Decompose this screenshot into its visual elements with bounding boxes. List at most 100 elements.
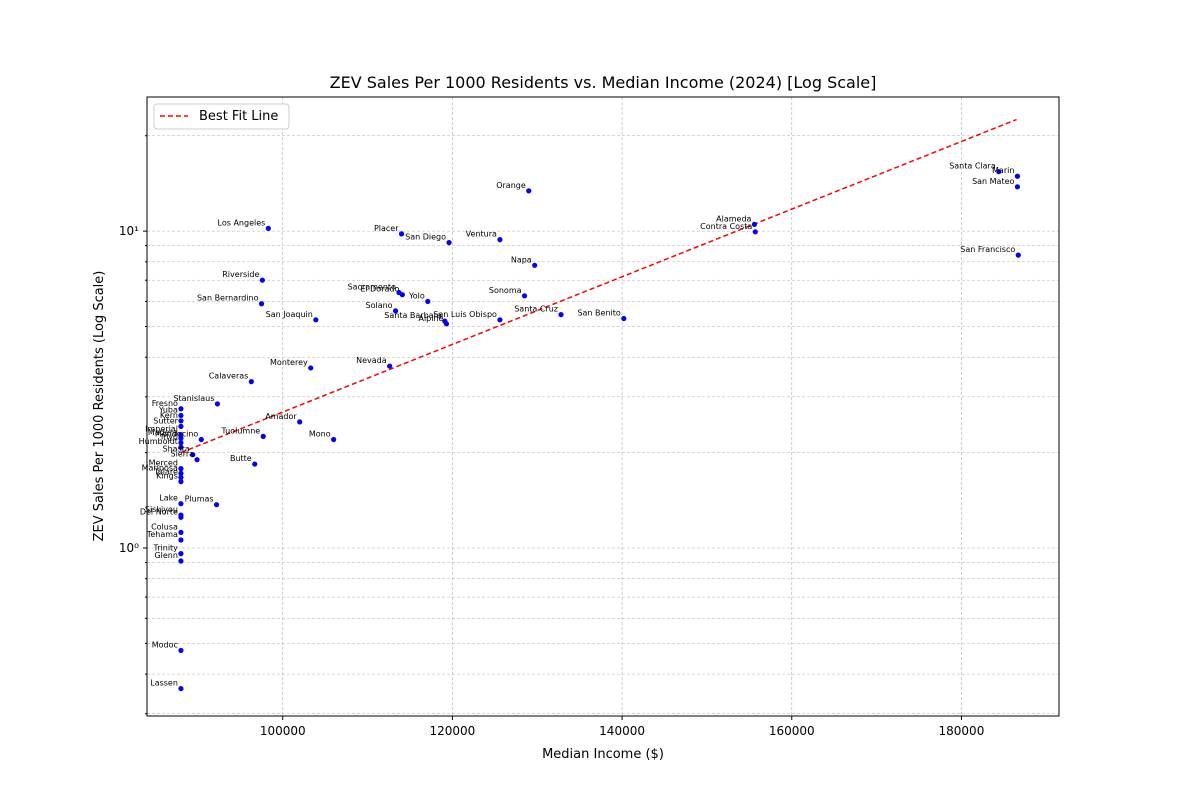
- point-madera: [178, 435, 184, 441]
- point-mendocino: [198, 436, 204, 443]
- point-solano: [392, 308, 399, 314]
- axis-ticks: 100000 120000 140000 160000 180000 10⁰ 10¹: [119, 135, 985, 738]
- point-label-tehama: Tehama: [146, 530, 178, 539]
- point-del-norte: [178, 514, 184, 520]
- best-fit-line: [180, 118, 1017, 454]
- point-label-madera: Madera: [148, 428, 178, 437]
- point-label-tuolumne: Tuolumne: [221, 426, 261, 435]
- legend: Best Fit Line: [153, 103, 290, 130]
- point-kern: [178, 418, 184, 424]
- point-label-solano: Solano: [366, 301, 393, 310]
- point-label-los-angeles: Los Angeles: [218, 218, 266, 227]
- plot-frame: [146, 96, 1060, 717]
- point-label-placer: Placer: [374, 224, 399, 233]
- point-label-mono: Mono: [309, 429, 331, 438]
- y-tick-label: 10¹: [119, 224, 139, 238]
- point-label-sacramento: Sacramento: [348, 283, 396, 292]
- point-yolo: [425, 298, 431, 305]
- x-axis-label: Median Income ($): [542, 747, 664, 762]
- point-label-marin: Marin: [992, 166, 1014, 175]
- point-orange: [526, 188, 532, 194]
- point-label-kern: Kern: [160, 411, 178, 420]
- point-mariposa: [178, 470, 184, 476]
- point-label-santa-barbara: Santa Barbara: [384, 311, 442, 320]
- point-trinity: [178, 551, 184, 557]
- point-label-sonoma: Sonoma: [489, 286, 522, 295]
- point-inyo: [178, 440, 184, 446]
- point-sutter: [178, 423, 184, 429]
- point-label-riverside: Riverside: [222, 270, 259, 279]
- point-san-bernardino: [258, 301, 265, 307]
- point-label-merced: Merced: [149, 459, 178, 468]
- point-label-contra-costa: Contra Costa: [700, 222, 752, 231]
- point-label-lake: Lake: [159, 494, 178, 503]
- point-modoc: [178, 647, 184, 654]
- point-label-yuba: Yuba: [158, 405, 178, 414]
- point-monterey: [308, 365, 314, 371]
- point-label-mendocino: Mendocino: [155, 429, 199, 438]
- point-plumas: [213, 502, 220, 508]
- point-colusa: [178, 529, 184, 536]
- x-tick-label: 160000: [769, 724, 815, 738]
- point-label-plumas: Plumas: [185, 495, 214, 504]
- fit-line-layer: [180, 118, 1017, 454]
- point-mono: [331, 436, 337, 443]
- point-label-alameda: Alameda: [716, 214, 751, 223]
- point-label-alpine: Alpine: [418, 314, 443, 323]
- x-tick-label: 180000: [939, 724, 985, 738]
- x-tick-label: 140000: [599, 724, 645, 738]
- point-yuba: [178, 412, 184, 419]
- x-tick-label: 120000: [430, 724, 476, 738]
- point-nevada: [387, 363, 393, 369]
- point-label-santa-clara: Santa Clara: [949, 162, 996, 171]
- point-alameda: [751, 221, 758, 228]
- point-label-san-joaquin: San Joaquin: [266, 310, 313, 319]
- point-marin: [1014, 173, 1021, 179]
- point-label-amador: Amador: [265, 412, 297, 421]
- point-san-joaquin: [313, 317, 319, 323]
- point-label-butte: Butte: [230, 454, 252, 463]
- point-label-san-luis-obispo: San Luis Obispo: [433, 310, 497, 319]
- points-layer: [178, 169, 1021, 692]
- point-el-dorado: [399, 292, 405, 298]
- point-label-san-bernardino: San Bernardino: [197, 294, 259, 303]
- point-label-orange: Orange: [496, 181, 526, 190]
- point-label-napa: Napa: [511, 255, 532, 264]
- y-axis-label: ZEV Sales Per 1000 Residents (Log Scale): [92, 271, 107, 542]
- point-merced: [178, 466, 184, 472]
- point-shasta: [190, 452, 196, 458]
- point-label-humboldt: Humboldt: [139, 437, 178, 446]
- point-label-el-dorado: El Dorado: [360, 285, 399, 294]
- point-label-sutter: Sutter: [153, 416, 178, 425]
- grid: [147, 97, 1059, 716]
- point-tuolumne: [260, 433, 266, 439]
- point-san-francisco: [1015, 252, 1021, 258]
- point-riverside: [259, 277, 265, 283]
- point-label-ventura: Ventura: [466, 230, 497, 239]
- point-label-nevada: Nevada: [356, 356, 387, 365]
- point-glenn: [178, 558, 184, 564]
- point-label-kings: Kings: [156, 472, 178, 481]
- point-label-sierra: Sierra: [170, 450, 194, 459]
- point-label-trinity: Trinity: [153, 544, 179, 553]
- point-contra-costa: [752, 229, 758, 235]
- point-label-fresno: Fresno: [152, 399, 178, 408]
- point-label-mariposa: Mariposa: [142, 463, 178, 472]
- point-label-del-norte: Del Norte: [140, 507, 178, 516]
- point-tulare: [178, 474, 184, 481]
- point-label-shasta: Shasta: [163, 445, 190, 454]
- point-los-angeles: [265, 225, 271, 231]
- point-label-siskiyou: Siskiyou: [145, 505, 178, 514]
- point-lassen: [178, 685, 184, 692]
- point-santa-cruz: [558, 312, 564, 318]
- point-santa-clara: [996, 169, 1002, 175]
- point-label-calaveras: Calaveras: [209, 372, 249, 381]
- point-butte: [252, 461, 258, 467]
- point-alpine: [443, 321, 450, 327]
- point-amador: [297, 419, 303, 425]
- point-sonoma: [521, 293, 528, 299]
- point-kings: [178, 479, 184, 485]
- point-label-glenn: Glenn: [154, 551, 177, 560]
- point-label-san-mateo: San Mateo: [972, 177, 1014, 186]
